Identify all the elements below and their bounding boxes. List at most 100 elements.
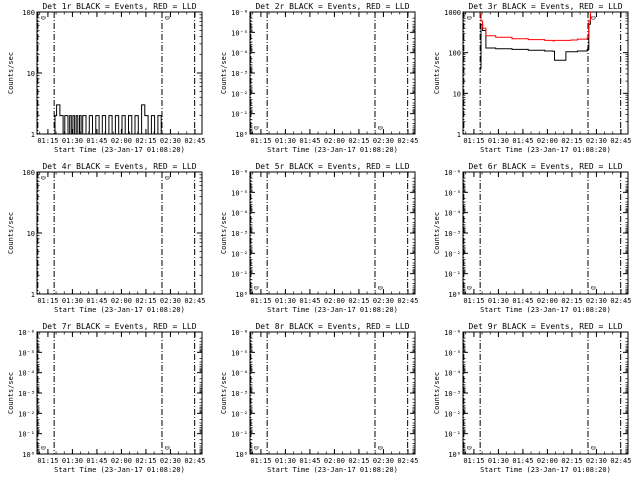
- time-marker-label: D: [252, 286, 259, 290]
- x-axis-label: Start Time (23-Jan-17 01:08:20): [480, 146, 611, 154]
- panel-det-7r: Det 7r BLACK = Events, RED = LLD 10⁻⁶ 10⁻⁵…: [7, 322, 205, 474]
- y-tick-label: 10⁻⁶: [231, 169, 248, 177]
- x-tick-label: 02:15: [135, 457, 156, 465]
- y-tick-label: 10⁻⁵: [231, 189, 248, 197]
- x-tick-label: 01:45: [512, 297, 533, 305]
- time-marker-label: D: [163, 176, 170, 180]
- y-tick-label: 10⁻¹: [18, 431, 35, 439]
- x-axis-label: Start Time (23-Jan-17 01:08:20): [267, 146, 398, 154]
- y-tick-label: 10⁻⁶: [231, 9, 248, 17]
- x-tick-label: 02:00: [324, 297, 345, 305]
- y-axis-label: Counts/sec: [7, 52, 15, 94]
- y-tick-label: 1: [31, 131, 35, 139]
- plot-frame: [36, 171, 203, 295]
- y-tick-label: 10⁻⁶: [444, 329, 461, 337]
- x-axis-label: Start Time (23-Jan-17 01:08:20): [54, 466, 185, 474]
- time-marker-label: D: [589, 446, 596, 450]
- y-axis-label: Counts/sec: [220, 52, 228, 94]
- x-tick-label: 02:30: [373, 457, 394, 465]
- y-tick-label: 10⁻¹: [444, 271, 461, 279]
- time-marker-label: D: [465, 16, 472, 20]
- y-tick-label: 10⁻²: [444, 410, 461, 418]
- time-marker-label: D: [376, 126, 383, 130]
- x-tick-label: 02:15: [561, 457, 582, 465]
- x-tick-label: 01:45: [299, 297, 320, 305]
- y-axis-label: Counts/sec: [433, 212, 441, 254]
- y-tick-label: 10⁻⁵: [231, 349, 248, 357]
- y-tick-label: 10⁻¹: [231, 431, 248, 439]
- x-tick-label: 02:45: [184, 457, 205, 465]
- panel-title: Det 1r BLACK = Events, RED = LLD: [42, 2, 196, 11]
- time-marker-label: D: [376, 446, 383, 450]
- y-tick-label: 10⁻³: [231, 230, 248, 238]
- panel-det-6r: Det 6r BLACK = Events, RED = LLD 10⁻⁶ 10⁻⁵…: [433, 162, 631, 314]
- x-tick-label: 01:15: [250, 457, 271, 465]
- y-tick-label: 10⁻³: [444, 230, 461, 238]
- y-tick-label: 10⁻¹: [231, 111, 248, 119]
- y-tick-label: 10⁰: [448, 451, 461, 459]
- y-tick-label: 10⁰: [448, 291, 461, 299]
- x-axis-label: Start Time (23-Jan-17 01:08:20): [267, 466, 398, 474]
- y-tick-label: 10⁻⁵: [18, 349, 35, 357]
- x-tick-label: 02:15: [348, 297, 369, 305]
- time-marker-label: D: [163, 16, 170, 20]
- x-tick-label: 01:15: [37, 137, 58, 145]
- x-tick-label: 02:15: [348, 137, 369, 145]
- x-tick-label: 02:45: [397, 137, 418, 145]
- x-tick-label: 02:30: [586, 297, 607, 305]
- x-tick-label: 02:45: [184, 137, 205, 145]
- x-tick-label: 02:00: [324, 137, 345, 145]
- panel-title: Det 8r BLACK = Events, RED = LLD: [255, 322, 409, 331]
- y-tick-label: 100: [22, 9, 35, 17]
- x-tick-label: 02:15: [135, 297, 156, 305]
- y-tick-label: 10: [27, 230, 35, 238]
- time-marker-label: D: [465, 446, 472, 450]
- x-tick-label: 02:15: [135, 137, 156, 145]
- x-axis-label: Start Time (23-Jan-17 01:08:20): [54, 146, 185, 154]
- y-tick-label: 10⁻²: [231, 250, 248, 258]
- y-tick-label: 10⁻⁶: [18, 329, 35, 337]
- panel-title: Det 6r BLACK = Events, RED = LLD: [468, 162, 622, 171]
- y-tick-label: 10⁻³: [231, 70, 248, 78]
- x-tick-label: 02:00: [111, 457, 132, 465]
- x-tick-label: 02:45: [397, 297, 418, 305]
- x-tick-label: 02:15: [561, 137, 582, 145]
- x-tick-label: 01:15: [463, 457, 484, 465]
- series-line-lld-red: [479, 12, 591, 42]
- x-tick-label: 02:30: [160, 137, 181, 145]
- y-tick-label: 10⁻⁵: [444, 349, 461, 357]
- x-tick-label: 02:45: [610, 137, 631, 145]
- y-tick-label: 1000: [444, 9, 461, 17]
- y-tick-label: 1: [31, 291, 35, 299]
- panel-det-2r: Det 2r BLACK = Events, RED = LLD 10⁻⁶ 10⁻⁵…: [220, 2, 418, 154]
- x-tick-label: 02:00: [111, 297, 132, 305]
- panel-title: Det 3r BLACK = Events, RED = LLD: [468, 2, 622, 11]
- time-marker-label: D: [465, 286, 472, 290]
- x-tick-label: 01:30: [62, 297, 83, 305]
- y-tick-label: 10⁰: [235, 131, 248, 139]
- x-tick-label: 01:45: [299, 137, 320, 145]
- y-axis-label: Counts/sec: [220, 372, 228, 414]
- x-tick-label: 02:30: [586, 137, 607, 145]
- panel-title: Det 5r BLACK = Events, RED = LLD: [255, 162, 409, 171]
- y-axis-label: Counts/sec: [433, 52, 441, 94]
- y-tick-label: 10⁰: [22, 451, 35, 459]
- x-tick-label: 02:45: [184, 297, 205, 305]
- x-tick-label: 01:30: [62, 137, 83, 145]
- y-tick-label: 10⁻⁵: [231, 29, 248, 37]
- x-tick-label: 02:45: [610, 457, 631, 465]
- y-tick-label: 100: [22, 169, 35, 177]
- x-tick-label: 02:30: [160, 457, 181, 465]
- y-tick-label: 10⁻²: [231, 410, 248, 418]
- x-tick-label: 02:00: [111, 137, 132, 145]
- x-tick-label: 01:15: [463, 297, 484, 305]
- series-line-events-black: [479, 13, 591, 70]
- y-tick-label: 10⁻¹: [444, 431, 461, 439]
- panel-det-1r: Det 1r BLACK = Events, RED = LLD 1 10 100 01…: [7, 2, 205, 154]
- panel-det-9r: Det 9r BLACK = Events, RED = LLD 10⁻⁶ 10⁻⁵…: [433, 322, 631, 474]
- y-tick-label: 10⁻⁶: [444, 169, 461, 177]
- x-tick-label: 02:45: [397, 457, 418, 465]
- x-tick-label: 01:30: [488, 297, 509, 305]
- x-tick-label: 01:15: [37, 457, 58, 465]
